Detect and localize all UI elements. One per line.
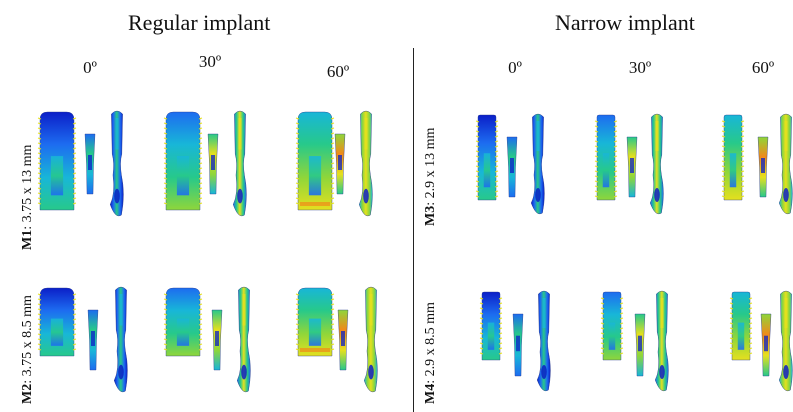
m4-60deg-abutment bbox=[778, 290, 793, 392]
m3-60deg-implant bbox=[721, 114, 745, 201]
m1-30deg-abutment bbox=[232, 110, 247, 217]
narrow-angle-60: 60º bbox=[751, 58, 775, 77]
m4-0deg-abutment bbox=[536, 290, 551, 392]
regular-angle-30: 30º bbox=[198, 52, 222, 71]
m4-60deg-implant bbox=[729, 291, 753, 361]
m1-0deg-abutment bbox=[109, 110, 124, 217]
m1-60deg-abutment bbox=[358, 110, 373, 217]
m3-30deg-implant bbox=[594, 114, 618, 201]
m1-60deg-implant bbox=[295, 111, 335, 211]
m3-60deg-abutment-screw bbox=[757, 136, 769, 198]
regular-angle-60: 60º bbox=[326, 62, 350, 81]
m4-30deg-implant bbox=[600, 291, 624, 361]
m4-30deg-abutment bbox=[654, 290, 669, 392]
m3-30deg-abutment-screw bbox=[626, 136, 638, 198]
m1-30deg-implant bbox=[163, 111, 203, 211]
m2-0deg-abutment-screw bbox=[87, 309, 99, 371]
m3-30deg-abutment bbox=[649, 113, 664, 215]
m1-60deg-abutment-screw bbox=[334, 133, 346, 195]
m4-0deg-implant bbox=[479, 291, 503, 361]
narrow-angle-30: 30º bbox=[628, 58, 652, 77]
m1-0deg-implant bbox=[37, 111, 77, 211]
narrow-implant-title: Narrow implant bbox=[555, 10, 695, 35]
regular-angle-0: 0º bbox=[83, 58, 97, 77]
m1-30deg-abutment-screw bbox=[207, 133, 219, 195]
m2-60deg-abutment bbox=[363, 286, 378, 393]
m2-0deg-abutment bbox=[113, 286, 128, 393]
m4-60deg-abutment-screw bbox=[760, 313, 772, 377]
narrow-angle-0: 0º bbox=[508, 58, 522, 77]
m3-0deg-abutment bbox=[530, 113, 545, 215]
m2-60deg-implant bbox=[295, 287, 335, 357]
regular-implant-title: Regular implant bbox=[128, 10, 271, 35]
m2-30deg-abutment bbox=[236, 286, 251, 393]
m4-30deg-abutment-screw bbox=[634, 313, 646, 377]
m3-0deg-implant bbox=[475, 114, 499, 201]
m1-0deg-abutment-screw bbox=[84, 133, 96, 195]
m2-60deg-abutment-screw bbox=[337, 309, 349, 371]
m2-0deg-implant bbox=[37, 287, 77, 357]
section-divider bbox=[413, 48, 414, 412]
m3-0deg-abutment-screw bbox=[506, 136, 518, 198]
m2-30deg-implant bbox=[163, 287, 203, 357]
m4-0deg-abutment-screw bbox=[512, 313, 524, 377]
m3-60deg-abutment bbox=[778, 113, 793, 215]
m2-30deg-abutment-screw bbox=[211, 309, 223, 371]
